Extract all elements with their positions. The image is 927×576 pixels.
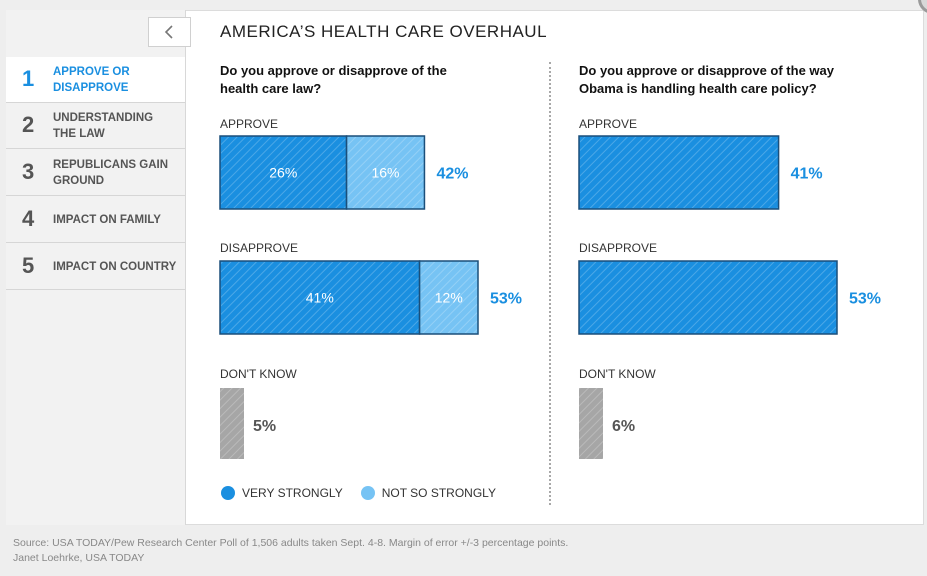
chart-divider — [549, 62, 551, 505]
sidebar-item-republicans-gain-ground[interactable]: 3 REPUBLICANS GAIN GROUND — [6, 150, 185, 196]
chart-2-don-t-know-bar-hatch — [579, 388, 603, 459]
sidebar-item-number: 4 — [22, 206, 35, 231]
sidebar-item-number: 5 — [22, 253, 35, 278]
chart-1-disapprove-data-label-not-so-strongly: 12% — [435, 290, 463, 306]
chart-1-category-dont-know: DON'T KNOW — [220, 367, 297, 381]
sidebar-item-approve-or-disapprove[interactable]: 1 APPROVE OR DISAPPROVE — [6, 57, 185, 103]
back-button[interactable] — [148, 17, 191, 47]
chart-2-category-disapprove: DISAPPROVE — [579, 241, 658, 255]
chart-1-disapprove-bar-very-strongly-hatch — [221, 262, 419, 333]
sidebar: 1 APPROVE OR DISAPPROVE 2 UNDERSTANDING … — [6, 10, 186, 525]
page-title: AMERICA’S HEALTH CARE OVERHAUL — [220, 22, 548, 41]
chart-1-don-t-know-total-label: 5% — [253, 418, 276, 435]
legend-swatch-very-strongly — [221, 486, 235, 500]
chart-1-approve-total-label: 42% — [436, 166, 468, 183]
legend-swatch-not-so-strongly — [360, 486, 375, 500]
legend-label-very-strongly: VERY STRONGLY — [242, 486, 343, 500]
sidebar-item-label: UNDERSTANDING THE LAW — [53, 111, 154, 140]
chart-2-disapprove-total-label: 53% — [849, 291, 881, 308]
chart-1-category-disapprove: DISAPPROVE — [220, 241, 299, 255]
legend: VERY STRONGLY NOT SO STRONGLY — [221, 485, 514, 501]
sidebar-item-number: 3 — [22, 159, 35, 184]
chart-1-title: Do you approve or disapprove of the heal… — [220, 63, 447, 96]
chart-2-disapprove-bar-hatch — [580, 262, 837, 333]
sidebar-item-label: APPROVE OR DISAPPROVE — [53, 65, 130, 94]
chart-2-approve-bar-hatch — [580, 137, 778, 208]
chart-2-don-t-know-total-label: 6% — [612, 418, 635, 435]
chart-1-approve-bar-very-strongly-hatch — [221, 137, 346, 208]
chart-2-category-dont-know: DON'T KNOW — [579, 367, 656, 381]
credit-text: Janet Loehrke, USA TODAY — [13, 552, 145, 564]
sidebar-item-impact-on-family[interactable]: 4 IMPACT ON FAMILY — [6, 197, 185, 243]
sidebar-item-number: 1 — [22, 66, 35, 91]
legend-label-not-so-strongly: NOT SO STRONGLY — [381, 486, 496, 500]
chart-2-category-approve: APPROVE — [579, 117, 638, 131]
sidebar-item-label: IMPACT ON COUNTRY — [53, 260, 177, 273]
sidebar-item-understanding-the-law[interactable]: 2 UNDERSTANDING THE LAW — [6, 103, 185, 149]
chevron-left-icon — [164, 25, 173, 39]
chart-1-disapprove-data-label-very-strongly: 41% — [306, 290, 334, 306]
chart-1-approve-data-label-very-strongly: 26% — [269, 165, 297, 181]
sidebar-item-number: 2 — [22, 112, 35, 137]
chart-1-disapprove-total-label: 53% — [490, 291, 522, 308]
chart-2-title: Do you approve or disapprove of the way … — [579, 63, 834, 96]
source-note: Source: USA TODAY/Pew Research Center Po… — [13, 536, 568, 566]
sidebar-item-label: IMPACT ON FAMILY — [53, 213, 161, 226]
chart-1-approve-bar-not-so-strongly-hatch — [347, 137, 424, 208]
chart-1-disapprove-bar-not-so-strongly-hatch — [420, 262, 478, 333]
source-text: Source: USA TODAY/Pew Research Center Po… — [13, 537, 569, 549]
chart-1-approve-data-label-not-so-strongly: 16% — [371, 165, 399, 181]
chart-1-don-t-know-bar-hatch — [220, 388, 244, 459]
chart-2-approve-total-label: 41% — [791, 166, 823, 183]
chart-1-category-approve: APPROVE — [220, 117, 279, 131]
sidebar-item-impact-on-country[interactable]: 5 IMPACT ON COUNTRY — [6, 244, 185, 290]
sidebar-item-label: REPUBLICANS GAIN GROUND — [53, 158, 169, 187]
